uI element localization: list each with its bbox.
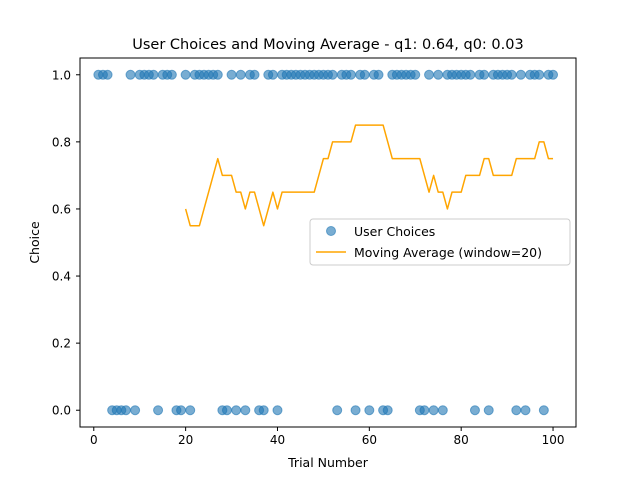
- y-tick-label: 0.0: [52, 404, 71, 418]
- x-tick-label: 100: [542, 433, 565, 447]
- y-tick-label: 0.2: [52, 337, 71, 351]
- user-choice-point: [382, 405, 393, 416]
- legend-marker-user-choices: [326, 226, 336, 236]
- user-choice-point: [212, 69, 223, 80]
- user-choice-point: [272, 405, 283, 416]
- user-choice-point: [359, 69, 370, 80]
- user-choice-point: [350, 405, 361, 416]
- y-tick-label: 1.0: [52, 68, 71, 82]
- user-choice-point: [153, 405, 164, 416]
- y-tick-label: 0.8: [52, 135, 71, 149]
- legend-box: [309, 218, 571, 266]
- user-choice-point: [511, 405, 522, 416]
- user-choice-point: [364, 405, 375, 416]
- user-choice-point: [469, 405, 480, 416]
- user-choice-point: [465, 69, 476, 80]
- user-choice-point: [125, 69, 136, 80]
- user-choice-point: [166, 69, 177, 80]
- user-choice-point: [515, 69, 526, 80]
- user-choice-point: [419, 405, 430, 416]
- x-tick-label: 0: [90, 433, 98, 447]
- legend-label-moving-average: Moving Average (window=20): [354, 245, 542, 260]
- user-choice-point: [538, 405, 549, 416]
- user-choice-point: [235, 69, 246, 80]
- user-choice-point: [534, 69, 545, 80]
- y-tick-label: 0.4: [52, 270, 71, 284]
- x-tick-label: 20: [178, 433, 193, 447]
- user-choice-point: [249, 69, 260, 80]
- user-choice-point: [520, 405, 531, 416]
- user-choice-point: [433, 69, 444, 80]
- user-choice-point: [410, 69, 421, 80]
- user-choice-point: [428, 405, 439, 416]
- user-choice-point: [185, 405, 196, 416]
- user-choice-point: [221, 405, 232, 416]
- user-choice-point: [424, 69, 435, 80]
- user-choice-point: [176, 405, 187, 416]
- axes-frame: [79, 57, 577, 428]
- chart-title: User Choices and Moving Average - q1: 0.…: [132, 37, 523, 53]
- user-choice-point: [437, 405, 448, 416]
- user-choice-point: [506, 69, 517, 80]
- user-choice-point: [240, 405, 251, 416]
- plot-area: [93, 69, 559, 416]
- user-choice-point: [180, 69, 191, 80]
- y-axis-label: Choice: [27, 221, 42, 264]
- y-tick-label: 0.6: [52, 202, 71, 216]
- user-choice-point: [345, 69, 356, 80]
- user-choice-point: [267, 69, 278, 80]
- x-axis-label: Trial Number: [287, 455, 369, 470]
- user-choice-point: [483, 405, 494, 416]
- user-choice-point: [548, 69, 559, 80]
- moving-average-line: [184, 124, 554, 227]
- x-axis: 0 20 40 60 80 100: [90, 427, 565, 447]
- x-tick-label: 40: [270, 433, 285, 447]
- user-choice-point: [479, 69, 490, 80]
- x-tick-label: 60: [362, 433, 377, 447]
- user-choice-point: [332, 405, 343, 416]
- user-choice-point: [258, 405, 269, 416]
- x-tick-label: 80: [454, 433, 469, 447]
- legend-label-user-choices: User Choices: [354, 224, 435, 239]
- y-axis: 0.0 0.2 0.4 0.6 0.8 1.0: [52, 68, 80, 418]
- legend: User Choices Moving Average (window=20): [309, 218, 571, 266]
- user-choice-point: [231, 405, 242, 416]
- user-choice-point: [130, 405, 141, 416]
- user-choice-point: [226, 69, 237, 80]
- user-choice-point: [148, 69, 159, 80]
- user-choice-point: [120, 405, 131, 416]
- user-choice-point: [102, 69, 113, 80]
- user-choice-point: [327, 69, 338, 80]
- user-choice-point: [373, 69, 384, 80]
